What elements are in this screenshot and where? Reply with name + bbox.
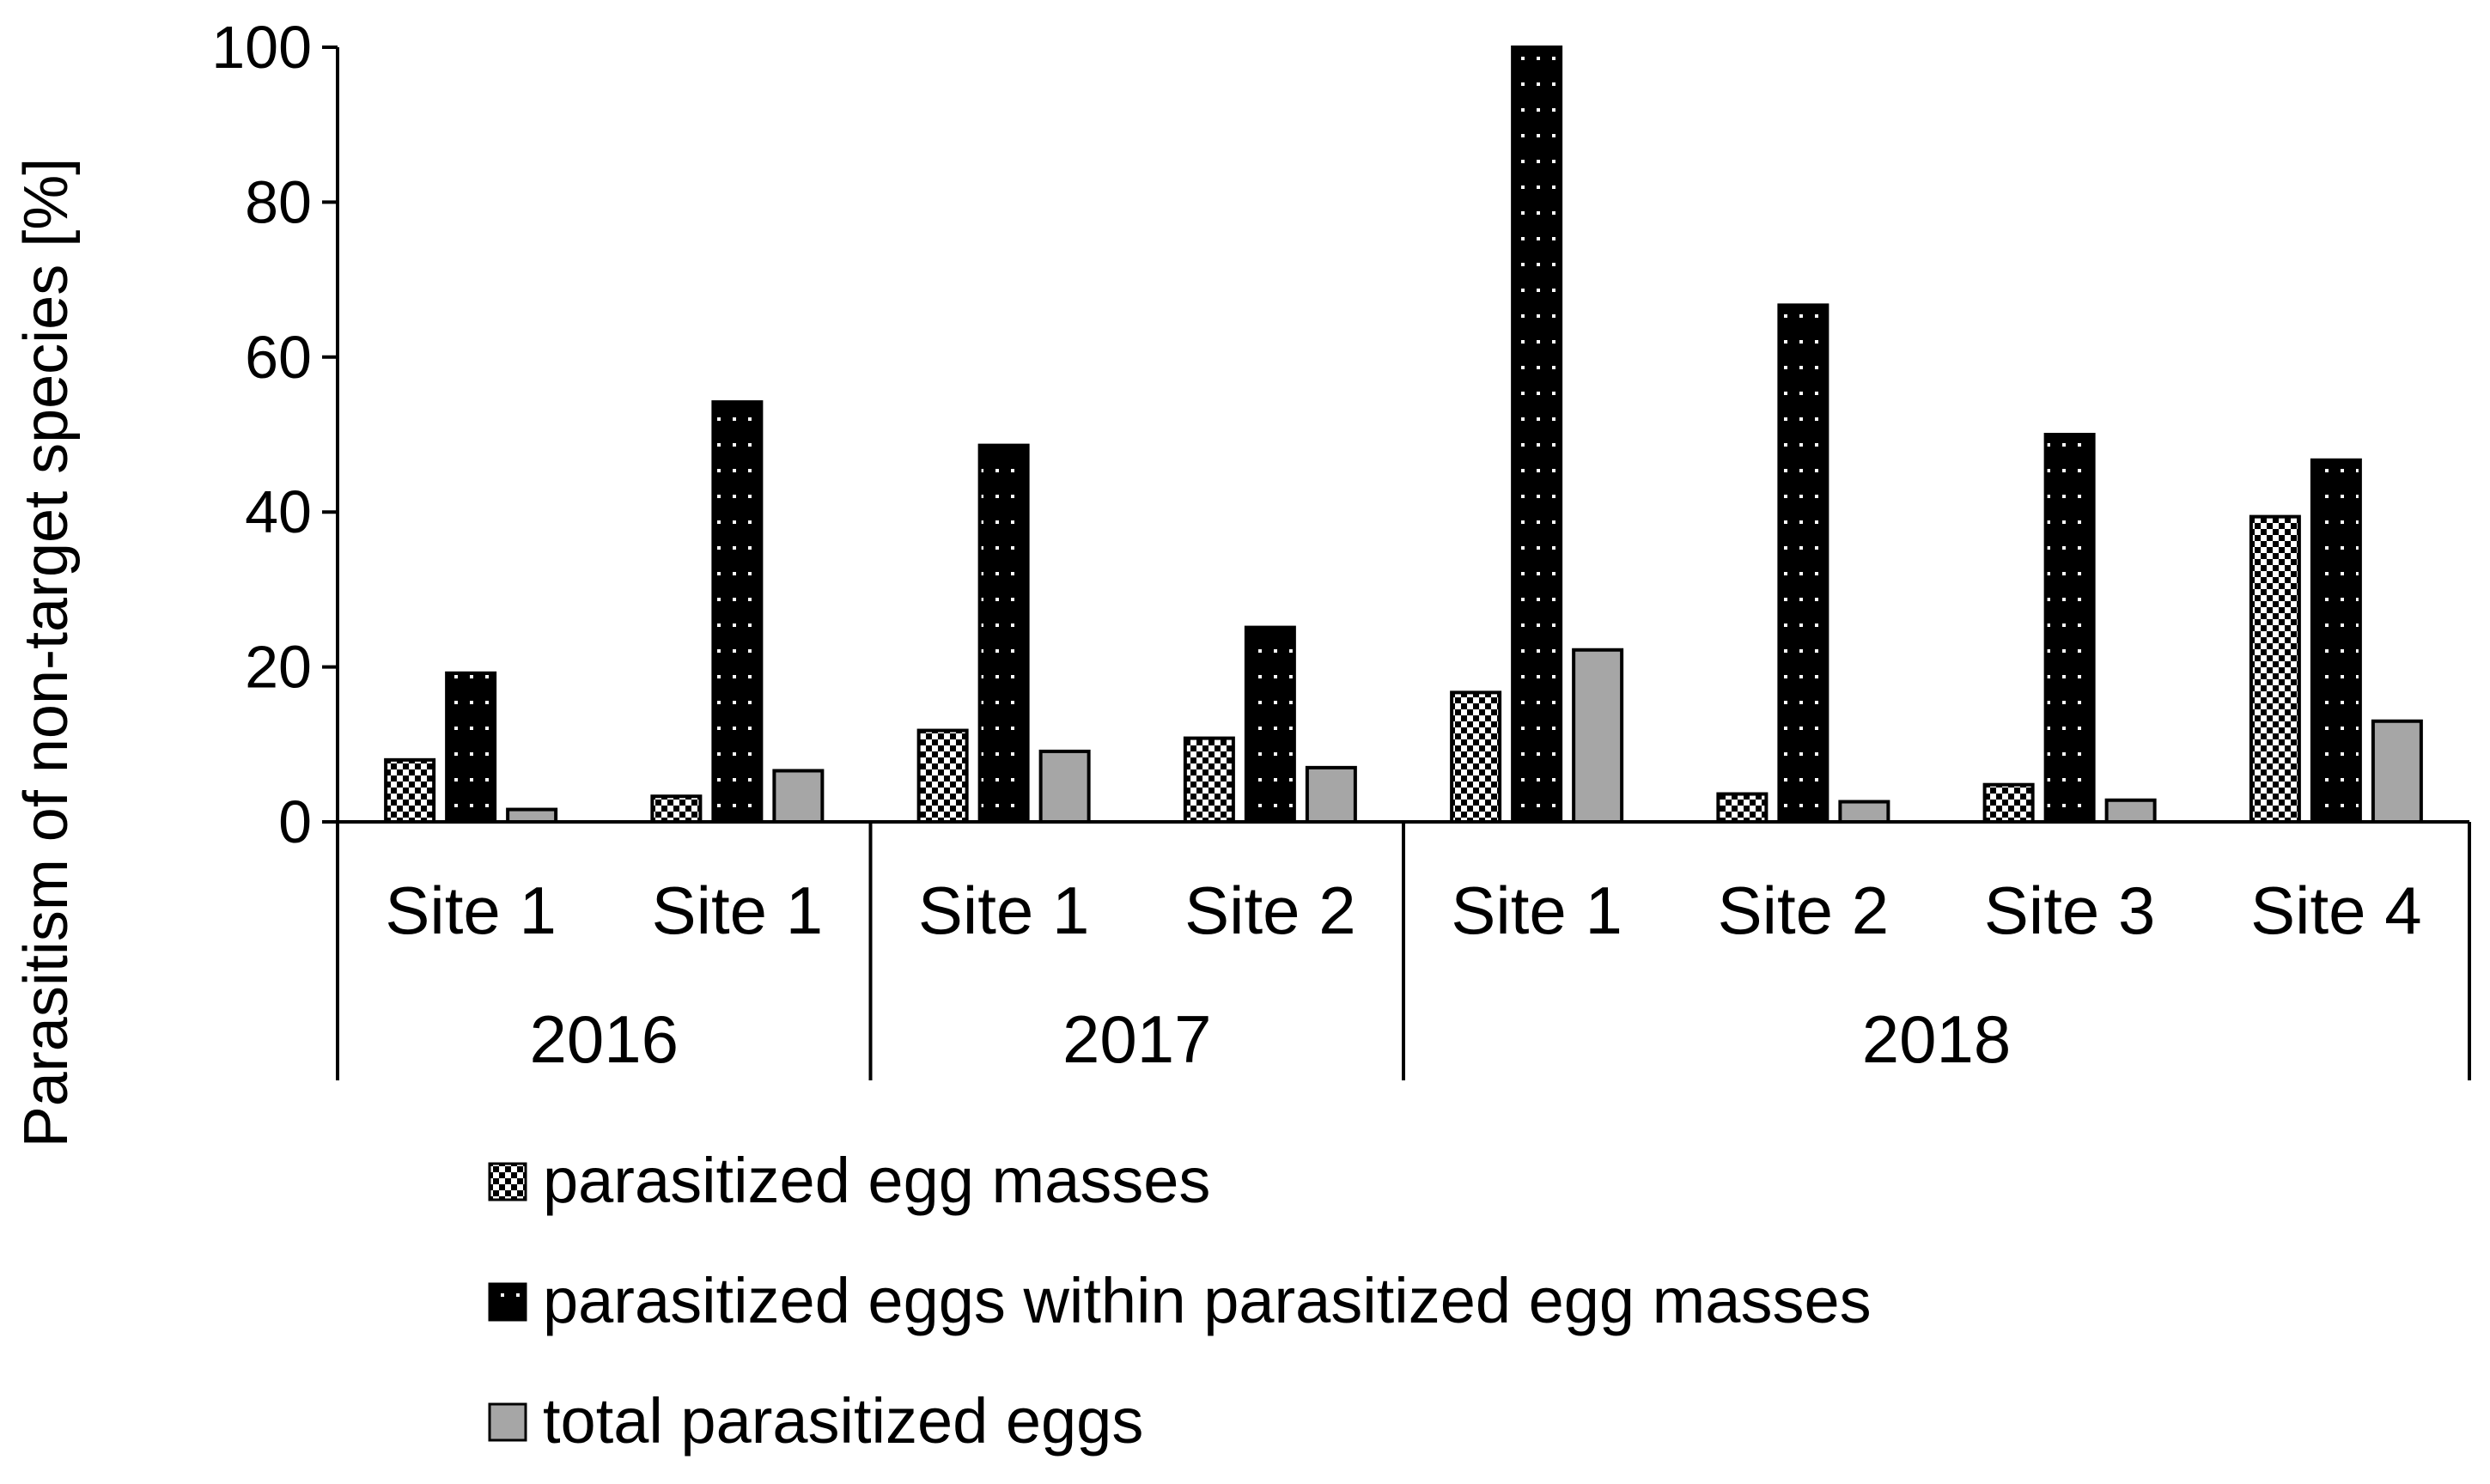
y-tick-label: 80: [245, 168, 312, 235]
bar-checker: [916, 728, 969, 824]
legend-swatch-total-eggs: [488, 1402, 527, 1442]
bar-gray: [1572, 648, 1624, 824]
bar-checker: [1450, 690, 1502, 824]
x-axis: Site 1 Site 1 Site 1 Site 2 Site 1 Site 2 Site…: [336, 820, 2471, 1080]
y-tick-label: 40: [245, 478, 312, 545]
bar-gray: [772, 769, 825, 824]
legend-label-total-eggs: total parasitized eggs: [543, 1385, 1143, 1457]
bars: [384, 46, 2423, 824]
bar-gray: [1305, 765, 1357, 824]
x-category-label: Site 2: [1184, 873, 1355, 948]
legend-swatch-eggs-within: [488, 1282, 527, 1322]
bar-dots: [1777, 303, 1829, 824]
bar-dots: [711, 400, 764, 824]
legend-item-total-eggs: total parasitized eggs: [488, 1385, 1143, 1457]
bar-gray: [1038, 749, 1091, 824]
x-category-label: Site 2: [1718, 873, 1889, 948]
bar-gray: [2104, 798, 2157, 824]
bar-checker: [1982, 782, 2035, 824]
x-category-label: Site 1: [385, 873, 556, 948]
bar-checker: [2249, 514, 2301, 824]
bar-dots: [977, 443, 1030, 824]
bar-gray: [1838, 800, 1890, 824]
x-group-label: 2017: [1062, 1001, 1212, 1077]
x-group-label: 2016: [529, 1001, 679, 1077]
x-category-label: Site 1: [652, 873, 823, 948]
legend-label-eggs-within: parasitized eggs within parasitized egg …: [543, 1265, 1872, 1336]
legend-item-egg-masses: parasitized egg masses: [488, 1145, 1210, 1216]
legend-label-egg-masses: parasitized egg masses: [543, 1145, 1210, 1216]
bar-dots: [2043, 433, 2096, 824]
bar-checker: [1716, 792, 1769, 824]
bar-dots: [1244, 625, 1296, 824]
bar-gray: [2371, 719, 2423, 824]
y-axis: 0 20 40 60 80 100: [211, 14, 339, 855]
y-tick-label: 20: [245, 634, 312, 701]
legend-swatch-egg-masses: [488, 1162, 527, 1201]
x-group-label: 2018: [1862, 1001, 2012, 1077]
bar-dots: [445, 671, 497, 824]
y-tick-label: 100: [211, 14, 312, 81]
x-category-label: Site 4: [2250, 873, 2421, 948]
bar-dots: [1511, 46, 1563, 824]
bar-checker: [650, 794, 703, 824]
bar-gray: [506, 807, 558, 824]
bar-checker: [1183, 736, 1235, 824]
x-category-label: Site 1: [918, 873, 1089, 948]
x-category-label: Site 1: [1451, 873, 1622, 948]
bar-dots: [2310, 458, 2362, 824]
bar-checker: [384, 757, 436, 824]
legend: parasitized egg masses parasitized eggs …: [488, 1145, 1872, 1457]
y-tick-label: 60: [245, 324, 312, 391]
y-tick-label: 0: [278, 788, 312, 855]
x-category-label: Site 3: [1984, 873, 2155, 948]
y-axis-label: Parasitism of non-target species [%]: [12, 158, 81, 1148]
legend-item-eggs-within: parasitized eggs within parasitized egg …: [488, 1265, 1872, 1336]
